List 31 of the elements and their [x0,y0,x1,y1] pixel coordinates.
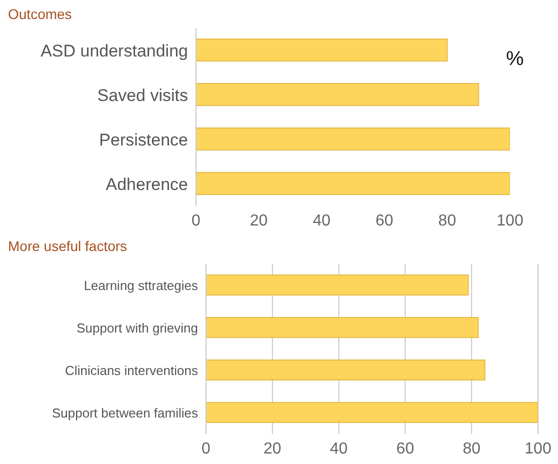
x-tick-label: 60 [376,212,394,230]
bar [196,128,510,150]
y-tick-label: Support with grieving [76,320,198,336]
y-tick-label: Persistence [99,130,188,150]
bar [196,83,480,106]
x-tick-label: 60 [396,440,414,458]
x-tick-label: 20 [250,212,268,230]
text: Outcomes [8,6,72,22]
bar [206,360,486,380]
x-tick-label: 20 [264,440,282,458]
x-tick-label: 40 [330,440,348,458]
annotation: % [506,48,524,71]
y-tick-label: Learning sttrategies [84,278,198,293]
x-tick-label: 80 [438,212,456,230]
x-tick-label: 0 [192,212,201,230]
bar [196,38,448,62]
bar [206,274,469,296]
text: More useful factors [8,238,128,254]
y-tick-label: Support between families [52,405,198,420]
x-tick-label: 0 [202,440,211,458]
bar [206,402,538,423]
y-tick-label: Saved visits [97,86,188,105]
y-tick-label: Adherence [106,174,188,194]
y-tick-label: Clinicians interventions [65,362,198,378]
y-tick-label: ASD understanding [40,41,188,60]
x-tick-label: 40 [312,212,331,230]
x-tick-label: 100 [524,440,552,458]
x-tick-label: 80 [462,440,481,458]
bar [206,317,479,338]
x-tick-label: 100 [496,212,524,230]
bar [196,172,510,195]
